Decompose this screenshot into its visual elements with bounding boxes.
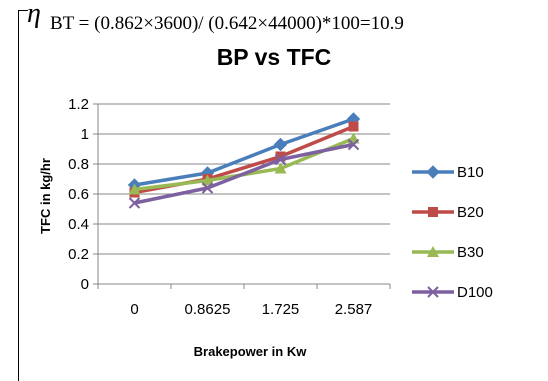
- frame-top-border: [18, 10, 28, 11]
- legend: B10 B20 B30 D100: [412, 164, 493, 301]
- series-group: [127, 112, 361, 209]
- y-tick-label: 0.6: [68, 186, 89, 203]
- data-point: [348, 121, 359, 132]
- legend-marker: [427, 286, 439, 298]
- efficiency-formula: BT = (0.862×3600)/ (0.642×44000)*100=10.…: [50, 13, 404, 34]
- marker-stroke: [427, 286, 439, 298]
- marker-stroke: [347, 138, 360, 151]
- chart-title: BP vs TFC: [216, 44, 332, 70]
- series-d100: [128, 138, 360, 209]
- legend-label: B20: [457, 204, 484, 221]
- data-point: [274, 162, 287, 174]
- gridlines: [98, 103, 390, 255]
- marker-stroke: [274, 153, 287, 166]
- data-point: [201, 174, 214, 186]
- series-line: [134, 117, 355, 187]
- x-tick-label: 0.8625: [185, 301, 231, 318]
- data-point: [128, 197, 141, 209]
- marker-stroke: [128, 197, 141, 209]
- legend-item-b10: B10: [412, 164, 484, 181]
- data-point: [347, 138, 360, 151]
- marker-stroke: [201, 182, 214, 194]
- y-tick-labels: 0 0.2 0.4 0.6 0.8 1 1.2: [68, 96, 89, 293]
- y-tick-label: 0.8: [68, 156, 89, 173]
- x-tick-label: 0: [130, 301, 138, 318]
- x-axis-label: Brakepower in Kw: [194, 344, 308, 359]
- x-tick-labels: 0 0.8625 1.725 2.587: [130, 301, 372, 318]
- y-tick-label: 0.2: [68, 246, 89, 263]
- y-axis-label: TFC in kg/hr: [38, 158, 53, 234]
- y-tick-label: 1.2: [68, 96, 89, 113]
- legend-item-d100: D100: [412, 284, 493, 301]
- data-point: [201, 182, 214, 194]
- eta-symbol: η: [27, 0, 41, 29]
- y-tick-label: 0.4: [68, 216, 89, 233]
- data-point: [274, 153, 287, 166]
- legend-label: D100: [457, 284, 493, 301]
- legend-marker: [428, 207, 438, 217]
- x-tick-label: 1.725: [262, 301, 300, 318]
- axes: [93, 103, 391, 289]
- legend-marker: [426, 165, 440, 179]
- legend-label: B10: [457, 164, 484, 181]
- legend-label: B30: [457, 244, 484, 261]
- x-tick-label: 2.587: [335, 301, 373, 318]
- y-tick-label: 0: [81, 276, 89, 293]
- legend-item-b30: B30: [412, 244, 484, 261]
- series-line: [134, 142, 354, 205]
- legend-item-b20: B20: [412, 204, 484, 221]
- frame-left-border: [18, 10, 19, 381]
- y-tick-label: 1: [81, 126, 89, 143]
- data-point: [273, 137, 288, 152]
- data-point: [128, 183, 141, 195]
- legend-marker: [427, 246, 439, 257]
- data-point: [275, 151, 286, 162]
